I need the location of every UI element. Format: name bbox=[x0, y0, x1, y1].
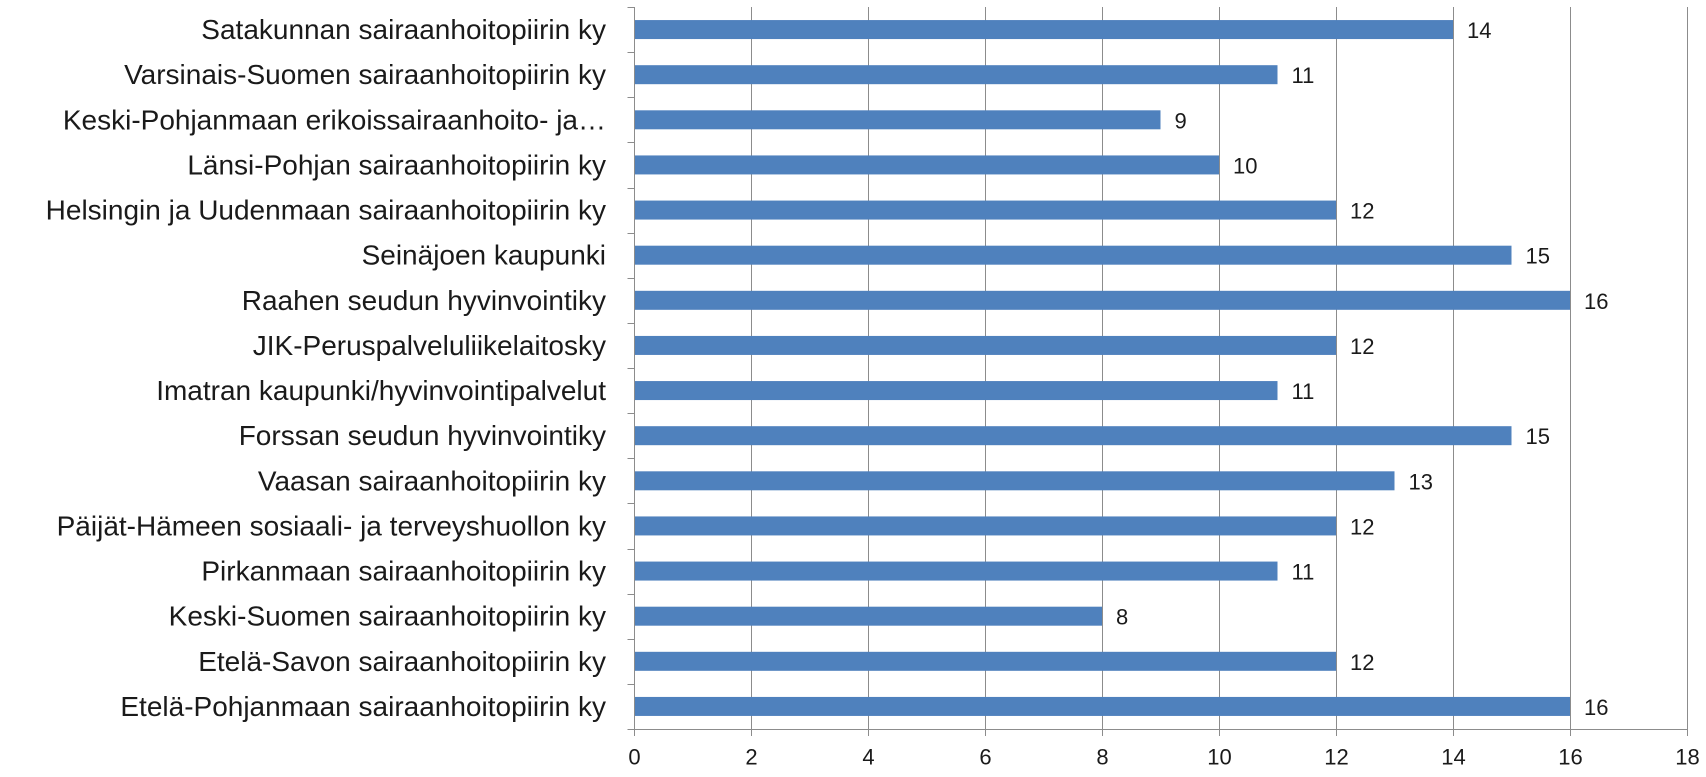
data-label-4: 10 bbox=[1233, 153, 1257, 178]
x-tick-label-6: 6 bbox=[979, 745, 991, 770]
x-tick-label-18: 18 bbox=[1675, 745, 1699, 770]
axes bbox=[627, 7, 1688, 736]
bar-8 bbox=[634, 335, 1336, 355]
x-tick-label-10: 10 bbox=[1207, 745, 1231, 770]
data-label-9: 11 bbox=[1292, 379, 1315, 404]
x-tick-label-14: 14 bbox=[1441, 745, 1465, 770]
category-label-8: JIK-Peruspalveluliikelaitosky bbox=[253, 330, 606, 361]
category-label-1: Satakunnan sairaanhoitopiirin ky bbox=[201, 14, 606, 45]
data-label-13: 11 bbox=[1292, 560, 1315, 585]
bar-4 bbox=[634, 155, 1219, 175]
category-label-3: Keski-Pohjanmaan erikoissairaanhoito- ja… bbox=[63, 104, 606, 135]
bars bbox=[634, 20, 1570, 716]
x-tick-labels: 0 2 4 6 8 10 12 14 16 18 bbox=[628, 745, 1699, 770]
data-label-3: 9 bbox=[1175, 108, 1187, 133]
bar-13 bbox=[634, 561, 1278, 581]
x-tick-label-16: 16 bbox=[1558, 745, 1582, 770]
x-tick-label-4: 4 bbox=[862, 745, 874, 770]
category-label-14: Keski-Suomen sairaanhoitopiirin ky bbox=[169, 601, 606, 632]
data-label-14: 8 bbox=[1116, 605, 1128, 630]
bar-9 bbox=[634, 381, 1278, 401]
bar-2 bbox=[634, 65, 1278, 85]
bar-15 bbox=[634, 651, 1336, 671]
x-tick-label-0: 0 bbox=[628, 745, 640, 770]
category-label-16: Etelä-Pohjanmaan sairaanhoitopiirin ky bbox=[120, 691, 606, 722]
bar-16 bbox=[634, 696, 1570, 716]
x-tick-label-2: 2 bbox=[745, 745, 757, 770]
category-label-15: Etelä-Savon sairaanhoitopiirin ky bbox=[198, 646, 606, 677]
data-labels: 14 11 9 10 12 15 16 12 11 15 13 12 11 8 12 16 bbox=[1116, 18, 1608, 720]
bar-14 bbox=[634, 606, 1102, 626]
data-label-16: 16 bbox=[1584, 695, 1608, 720]
data-label-15: 12 bbox=[1350, 650, 1374, 675]
data-label-2: 11 bbox=[1292, 63, 1315, 88]
bar-7 bbox=[634, 290, 1570, 310]
bar-6 bbox=[634, 245, 1512, 265]
data-label-12: 12 bbox=[1350, 514, 1374, 539]
bar-12 bbox=[634, 516, 1336, 536]
category-label-5: Helsingin ja Uudenmaan sairaanhoitopiiri… bbox=[46, 195, 606, 226]
category-labels: Satakunnan sairaanhoitopiirin ky Varsinai… bbox=[46, 14, 607, 722]
bar-1 bbox=[634, 20, 1453, 40]
category-label-9: Imatran kaupunki/hyvinvointipalvelut bbox=[156, 375, 606, 406]
category-label-7: Raahen seudun hyvinvointiky bbox=[242, 285, 606, 316]
data-label-11: 13 bbox=[1409, 469, 1433, 494]
bar-10 bbox=[634, 426, 1512, 446]
data-label-6: 15 bbox=[1526, 244, 1550, 269]
category-label-12: Päijät-Hämeen sosiaali- ja terveyshuollo… bbox=[57, 510, 606, 541]
data-label-5: 12 bbox=[1350, 199, 1374, 224]
x-tick-label-12: 12 bbox=[1324, 745, 1348, 770]
category-label-6: Seinäjoen kaupunki bbox=[362, 240, 606, 271]
category-label-10: Forssan seudun hyvinvointiky bbox=[239, 420, 606, 451]
data-label-7: 16 bbox=[1584, 289, 1608, 314]
category-label-13: Pirkanmaan sairaanhoitopiirin ky bbox=[201, 556, 606, 587]
data-label-1: 14 bbox=[1467, 18, 1491, 43]
x-tick-label-8: 8 bbox=[1096, 745, 1108, 770]
category-label-11: Vaasan sairaanhoitopiirin ky bbox=[258, 465, 606, 496]
category-label-2: Varsinais-Suomen sairaanhoitopiirin ky bbox=[124, 59, 606, 90]
data-label-10: 15 bbox=[1526, 424, 1550, 449]
category-label-4: Länsi-Pohjan sairaanhoitopiirin ky bbox=[187, 149, 606, 180]
bar-5 bbox=[634, 200, 1336, 220]
data-label-8: 12 bbox=[1350, 334, 1374, 359]
bar-11 bbox=[634, 471, 1395, 491]
bar-3 bbox=[634, 110, 1161, 130]
